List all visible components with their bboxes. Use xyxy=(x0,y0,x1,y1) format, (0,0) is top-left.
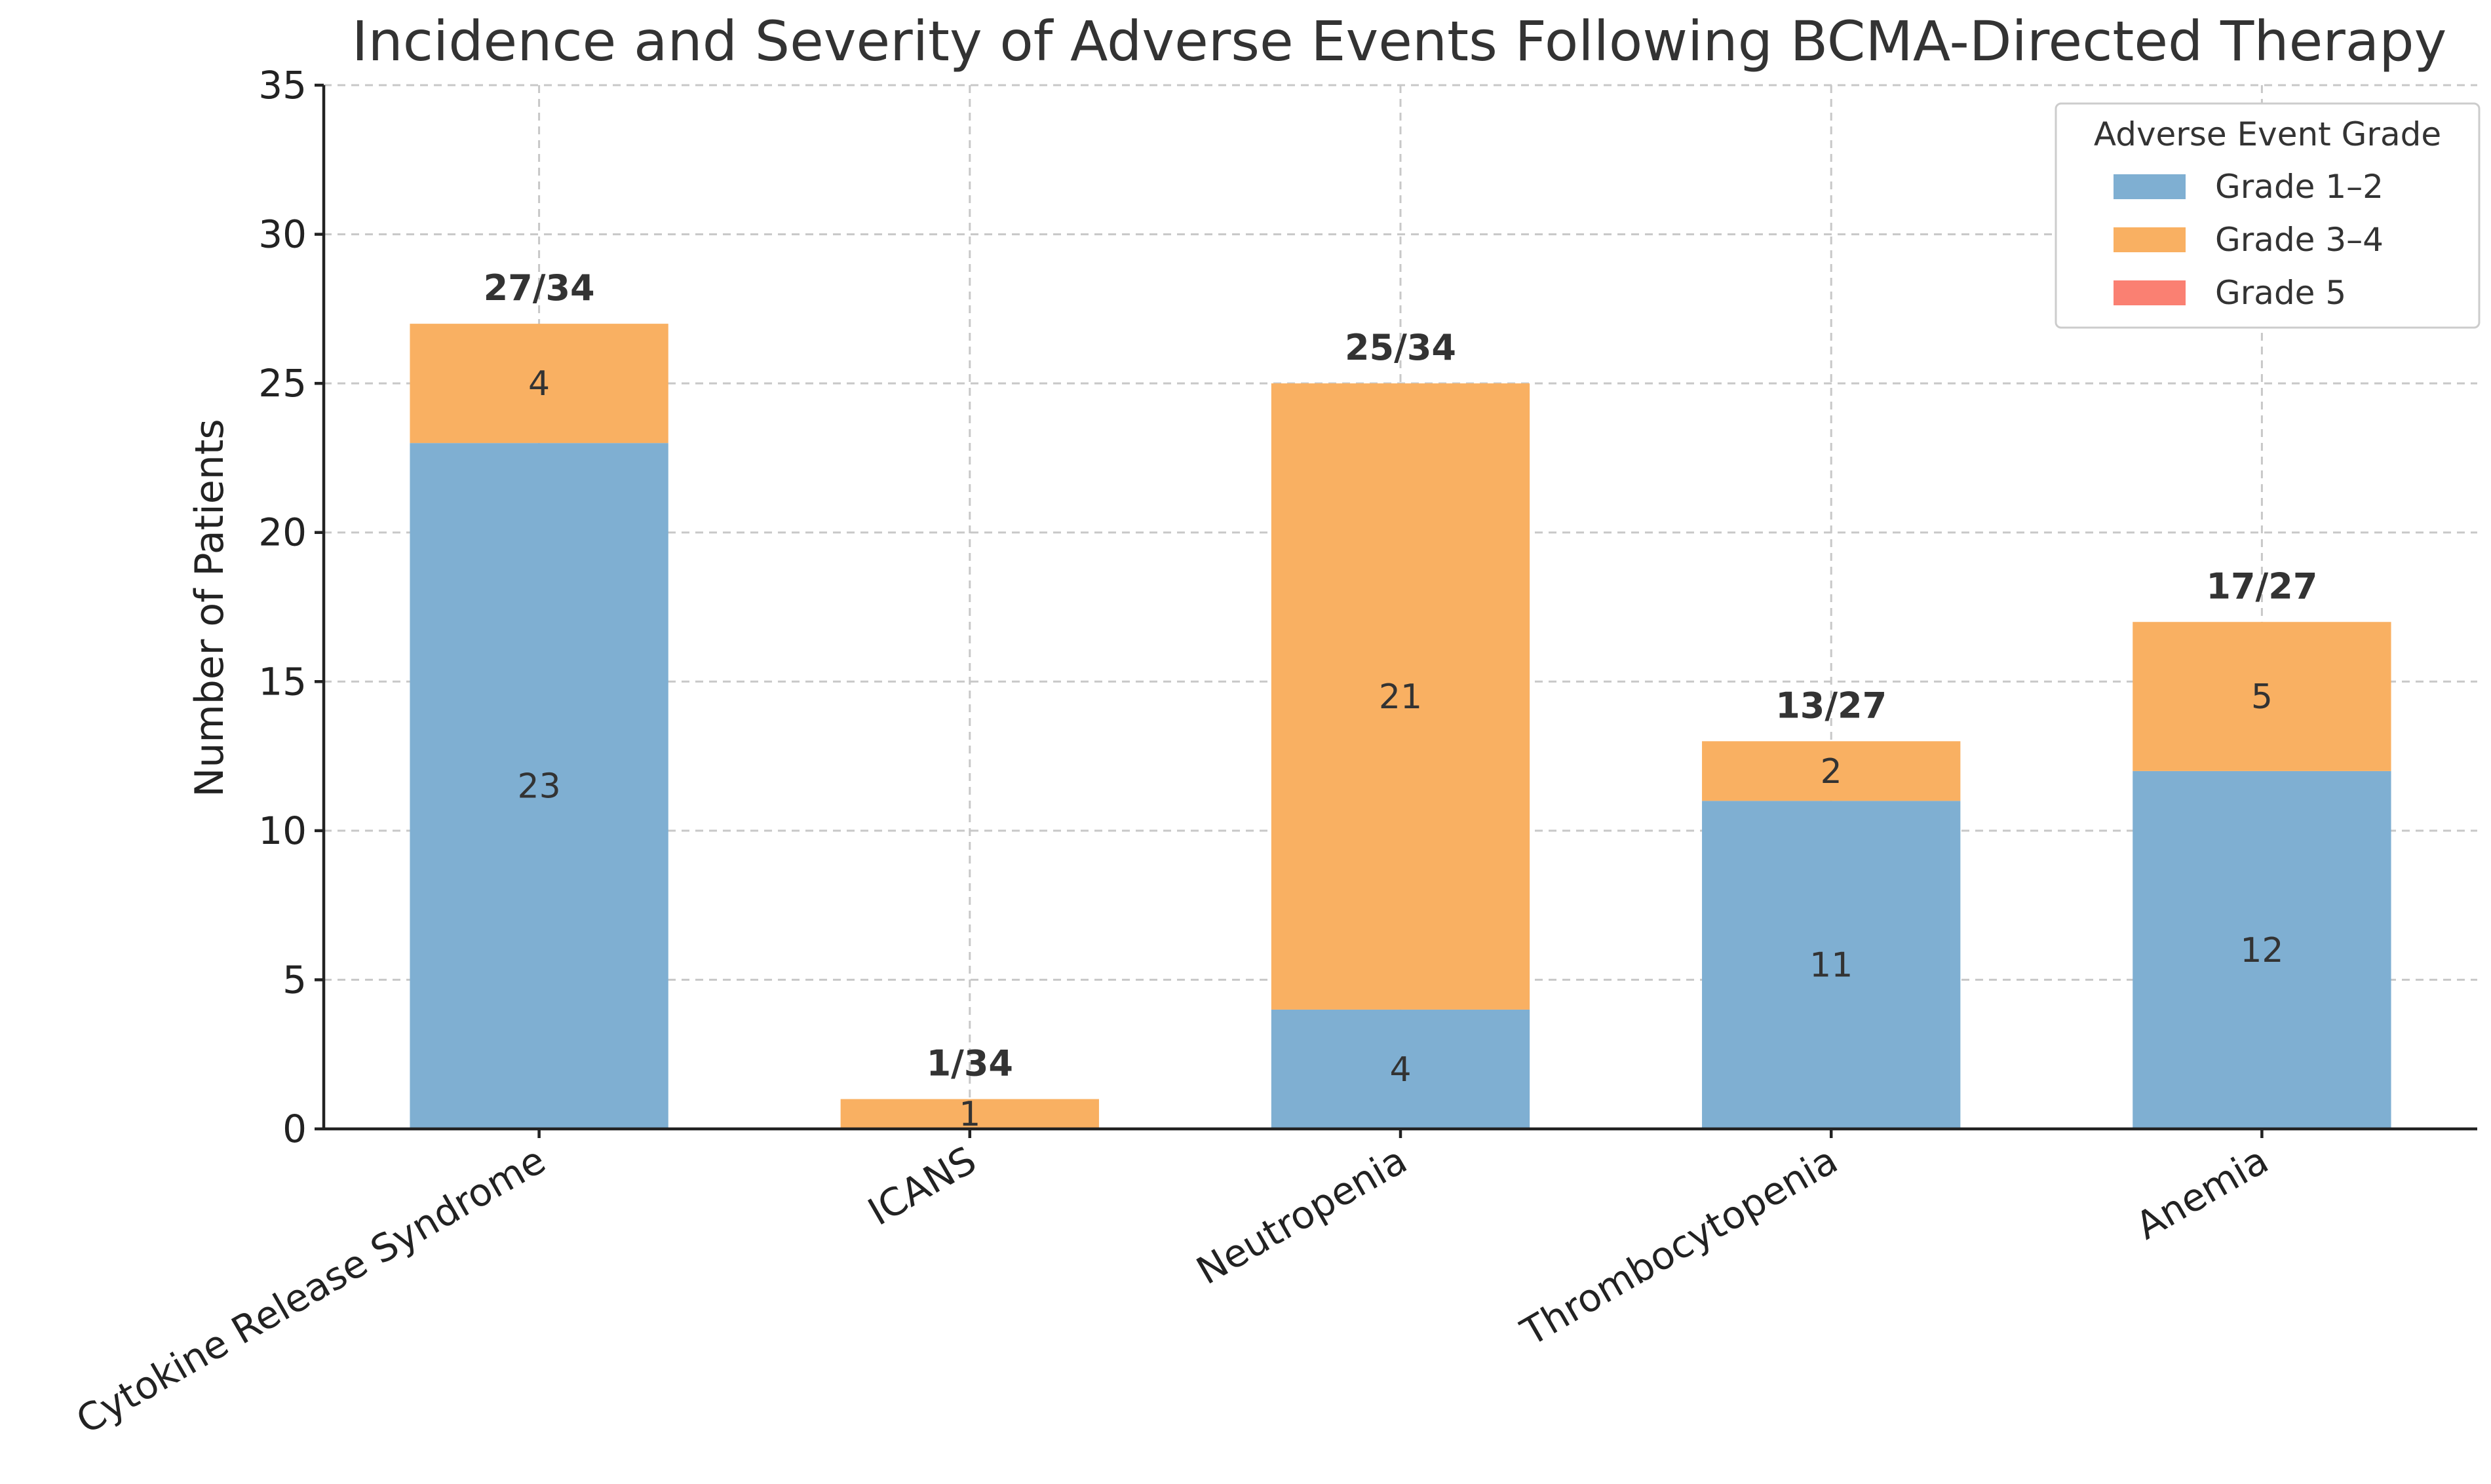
bar-segment xyxy=(2133,771,2391,1129)
legend-label: Grade 3–4 xyxy=(2215,221,2384,259)
y-tick-label: 20 xyxy=(258,510,307,555)
bar-segment xyxy=(1702,741,1961,801)
y-tick-label: 35 xyxy=(258,63,307,107)
legend-swatch xyxy=(2114,174,2186,199)
y-tick-label: 5 xyxy=(282,957,307,1002)
bar-total-label: 1/34 xyxy=(927,1042,1013,1084)
y-tick-label: 0 xyxy=(282,1107,307,1151)
bar-segment xyxy=(1271,383,1530,1010)
legend-swatch xyxy=(2114,280,2186,305)
legend-title: Adverse Event Grade xyxy=(2094,115,2441,153)
bar-segment xyxy=(410,324,668,444)
legend-items: Grade 1–2 Grade 3–4 Grade 5 xyxy=(2114,168,2384,312)
x-tick-label: Cytokine Release Syndrome xyxy=(69,1137,553,1443)
chart-title: Incidence and Severity of Adverse Events… xyxy=(352,9,2447,73)
data-labels: 23 4 27/34 1 1/34 4 21 25/34 11 2 13/27 12 5 17/27 xyxy=(484,267,2318,1134)
segment-value-label: 21 xyxy=(1379,677,1422,717)
segment-value-label: 4 xyxy=(1389,1050,1411,1090)
bar-segment xyxy=(1702,801,1961,1129)
y-axis-label: Number of Patients xyxy=(187,419,233,797)
legend-label: Grade 1–2 xyxy=(2215,168,2384,206)
segment-value-label: 23 xyxy=(518,767,561,807)
bar-segment xyxy=(1271,1009,1530,1129)
y-tick-label: 15 xyxy=(258,659,307,704)
bar-total-label: 25/34 xyxy=(1345,327,1456,368)
segment-value-label: 11 xyxy=(1809,946,1853,985)
x-tick-label: Neutropenia xyxy=(1189,1137,1414,1293)
bar-total-label: 17/27 xyxy=(2206,565,2317,607)
x-tick-label: Anemia xyxy=(2129,1137,2276,1248)
legend-label: Grade 5 xyxy=(2215,274,2346,312)
y-tick-label: 30 xyxy=(258,212,307,257)
segment-value-label: 5 xyxy=(2251,677,2273,717)
legend-frame xyxy=(2055,102,2481,329)
bars xyxy=(410,324,2391,1130)
x-tick-label: Thrombocytopenia xyxy=(1513,1137,1845,1355)
segment-value-label: 12 xyxy=(2240,931,2283,970)
bar-segment xyxy=(410,443,668,1130)
bar-total-label: 13/27 xyxy=(1775,685,1887,726)
segment-value-label: 1 xyxy=(959,1095,980,1134)
bar-segment xyxy=(840,1099,1099,1129)
bar-segment xyxy=(2133,622,2391,771)
x-tick-label: ICANS xyxy=(860,1137,984,1234)
segment-value-label: 2 xyxy=(1821,752,1842,791)
legend-swatch xyxy=(2114,227,2186,252)
bar-total-label: 27/34 xyxy=(484,267,595,309)
y-tick-label: 10 xyxy=(258,809,307,853)
segment-value-label: 4 xyxy=(528,364,550,404)
y-tick-label: 25 xyxy=(258,361,307,406)
